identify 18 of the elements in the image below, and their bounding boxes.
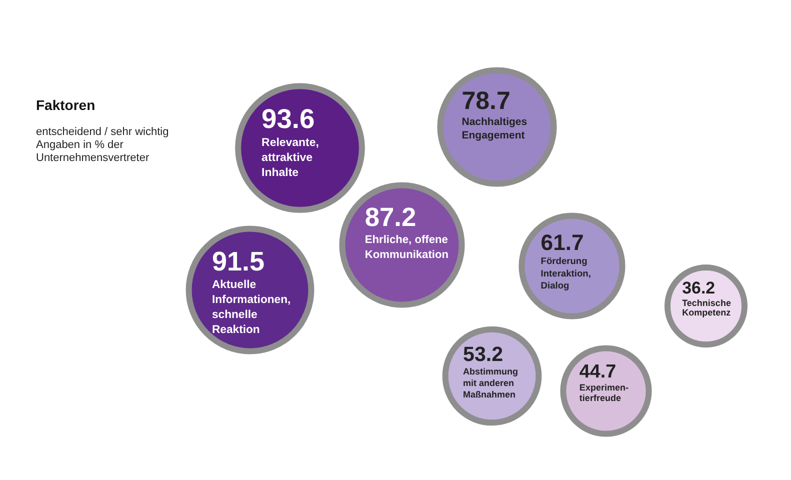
category-label: Nachhaltiges Engagement bbox=[462, 116, 528, 142]
category-label: Technische Kompetenz bbox=[682, 298, 732, 318]
category-label: Relevante, attraktive Inhalte bbox=[262, 136, 319, 180]
data-label: 44.7 bbox=[579, 360, 616, 382]
category-label: Aktuelle Informationen, schnelle Reaktion bbox=[212, 278, 291, 336]
category-label: Ehrliche, offene Kommunikation bbox=[364, 234, 449, 261]
category-label: Experimen- tierfreude bbox=[579, 382, 628, 403]
data-label: 78.7 bbox=[462, 86, 510, 115]
category-label: Abstimmung mit anderen Maßnahmen bbox=[463, 366, 518, 400]
text: entscheidend / sehr wichtig Angaben in % der Unternehmensvertreter bbox=[36, 126, 169, 164]
data-label: 36.2 bbox=[682, 278, 716, 298]
data-label: 87.2 bbox=[364, 202, 416, 232]
category-label: Förderung Interaktion, Dialog bbox=[540, 256, 591, 291]
data-label: 91.5 bbox=[212, 246, 264, 276]
text: Faktoren bbox=[36, 97, 96, 113]
data-label: 61.7 bbox=[540, 230, 584, 255]
data-label: 93.6 bbox=[262, 103, 315, 134]
data-label: 53.2 bbox=[463, 343, 504, 366]
